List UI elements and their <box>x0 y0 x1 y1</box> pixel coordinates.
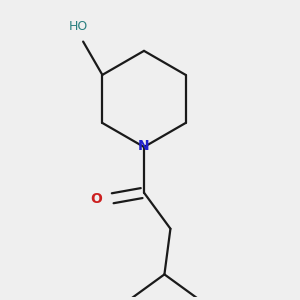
Text: HO: HO <box>69 20 88 33</box>
Text: O: O <box>91 192 103 206</box>
Text: N: N <box>138 139 150 153</box>
